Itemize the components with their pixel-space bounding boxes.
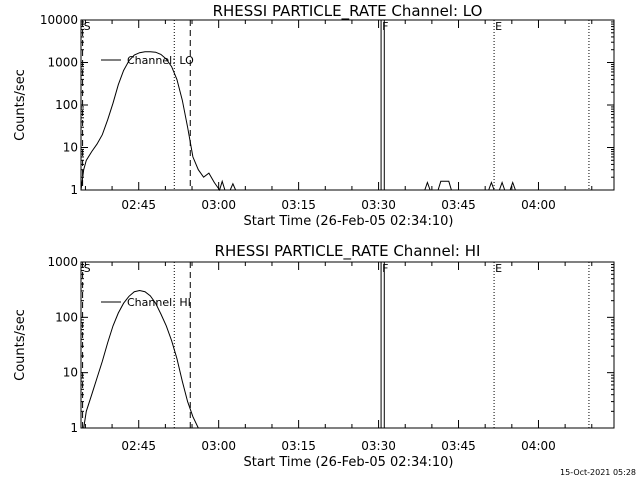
x-tick-label: 03:00 — [201, 198, 236, 212]
x-tick-label: 03:00 — [201, 439, 236, 453]
panel-lo: RHESSI PARTICLE_RATE Channel: LO Start T… — [13, 2, 615, 229]
y-tick-label: 10 — [63, 141, 78, 155]
event-marker-label: F — [382, 20, 388, 33]
x-tick-label: 02:45 — [121, 439, 156, 453]
event-marker-label: E — [495, 20, 502, 33]
series-line — [424, 180, 452, 191]
plot-frame — [80, 261, 615, 429]
y-tick-label: 1000 — [47, 255, 78, 269]
event-marker-label: F — [382, 262, 388, 275]
event-marker-label: S — [84, 262, 91, 275]
x-tick-label: 03:15 — [281, 439, 316, 453]
x-tick-label: 03:45 — [441, 198, 476, 212]
y-tick-label: 1 — [70, 421, 78, 435]
x-tick-label: 04:00 — [521, 198, 556, 212]
x-axis-label: Start Time (26-Feb-05 02:34:10) — [244, 214, 454, 229]
y-tick-label: 10 — [63, 366, 78, 380]
series-line — [488, 180, 516, 191]
chart-title: RHESSI PARTICLE_RATE Channel: HI — [215, 242, 481, 261]
panel-hi: RHESSI PARTICLE_RATE Channel: HI Start T… — [13, 242, 615, 470]
x-tick-label: 04:00 — [521, 439, 556, 453]
y-axis-label: Counts/sec — [13, 69, 28, 141]
event-marker-label: E — [495, 262, 502, 275]
y-tick-label: 100 — [55, 310, 78, 324]
x-tick-label: 03:30 — [361, 439, 396, 453]
x-tick-label: 03:15 — [281, 198, 316, 212]
x-tick-label: 02:45 — [121, 198, 156, 212]
legend-label: Channel: LO — [127, 54, 194, 67]
timestamp: 15-Oct-2021 05:28 — [560, 468, 636, 477]
chart-title: RHESSI PARTICLE_RATE Channel: LO — [213, 2, 483, 21]
y-tick-label: 10000 — [40, 13, 78, 27]
y-tick-label: 100 — [55, 98, 78, 112]
legend-label: Channel: HI — [127, 296, 191, 309]
series-line — [80, 51, 237, 192]
x-tick-label: 03:30 — [361, 198, 396, 212]
y-axis-label: Counts/sec — [13, 309, 28, 381]
y-tick-label: 1 — [70, 183, 78, 197]
series-line — [83, 289, 199, 429]
y-tick-label: 1000 — [47, 56, 78, 70]
event-marker-label: S — [84, 20, 91, 33]
x-tick-label: 03:45 — [441, 439, 476, 453]
x-axis-label: Start Time (26-Feb-05 02:34:10) — [244, 455, 454, 470]
plot-frame — [80, 19, 615, 191]
